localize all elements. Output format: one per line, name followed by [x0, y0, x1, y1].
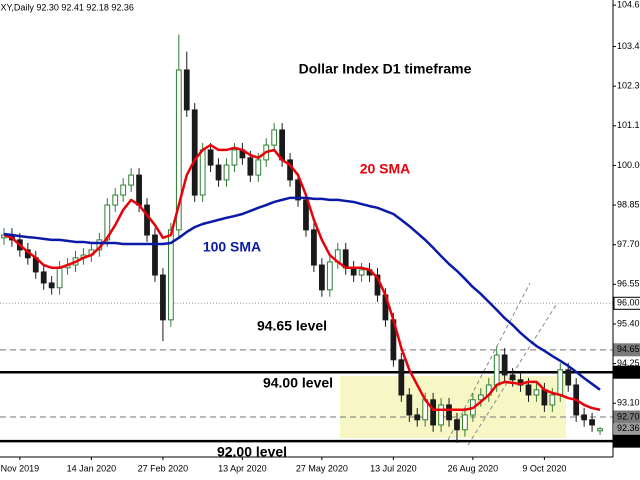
y-tick-label: 97.70 — [617, 239, 640, 249]
candle-body — [303, 199, 309, 231]
candle-body — [462, 414, 468, 431]
candle-body — [311, 229, 317, 266]
candle-body — [152, 234, 158, 276]
candle-body — [493, 354, 500, 386]
y-tick-label: 94.25 — [617, 358, 640, 368]
candle-body — [271, 129, 278, 146]
sma20-label: 20 SMA — [360, 161, 411, 177]
candle-body — [199, 149, 206, 196]
sma100-label: 100 SMA — [203, 239, 261, 255]
candle-body — [541, 389, 548, 406]
x-tick-label: 13 Apr 2020 — [218, 463, 267, 473]
candle-body — [597, 428, 603, 432]
y-tick-label: 96.55 — [617, 279, 640, 289]
y-tick-label: 98.85 — [617, 199, 640, 209]
x-tick-label: 27 Feb 2020 — [138, 463, 189, 473]
candle-body — [589, 419, 595, 426]
annotation: 94.00 level — [263, 375, 333, 391]
candle-body — [175, 69, 182, 231]
sma-lines — [3, 143, 601, 412]
candle-body — [406, 394, 413, 416]
candle-body — [358, 269, 365, 276]
candle-body — [509, 374, 516, 381]
x-tick-label: 14 Jan 2020 — [67, 463, 117, 473]
last-price-box — [614, 422, 640, 435]
candle-body — [255, 159, 262, 176]
chart-title: Dollar Index D1 timeframe — [299, 61, 472, 77]
candle-body — [104, 204, 111, 241]
y-tick-label: 102.30 — [617, 81, 640, 91]
candle-body — [318, 264, 325, 291]
annotation: 94.65 level — [257, 318, 327, 334]
candle-body — [477, 394, 484, 401]
candle-body — [565, 369, 572, 386]
candle-body — [160, 274, 166, 321]
candle-body — [398, 359, 405, 396]
level-label: 96.00 — [617, 298, 640, 308]
candle-body — [279, 129, 286, 161]
y-tick-label: 95.40 — [617, 318, 640, 328]
candle-body — [48, 282, 55, 289]
candle-body — [183, 69, 190, 111]
candle-body — [430, 399, 437, 426]
y-tick-label: 104.65 — [617, 0, 640, 10]
candle-body — [40, 271, 47, 284]
candle-body — [414, 414, 421, 421]
x-tick-label: 26 Aug 2020 — [448, 463, 499, 473]
x-tick-label: 27 May 2020 — [296, 463, 348, 473]
level-label-box — [613, 365, 640, 379]
highlight-zone — [340, 376, 566, 438]
candle-body — [191, 109, 198, 196]
level-label-box — [613, 343, 640, 357]
candle-body — [446, 404, 452, 421]
header: DXY,Daily 92.30 92.41 92.18 92.36 — [0, 2, 134, 12]
candle-body — [144, 204, 150, 236]
candle-body — [136, 174, 142, 206]
x-tick-label: 9 Oct 2020 — [522, 463, 566, 473]
candle-body — [247, 157, 254, 176]
candle-body — [533, 389, 540, 396]
candle-body — [326, 261, 333, 291]
level-label-box — [613, 296, 640, 310]
y-tick-label: 93.10 — [617, 398, 640, 408]
candle-body — [231, 149, 238, 166]
y-tick-label: 103.45 — [617, 41, 640, 51]
candle-body — [581, 414, 588, 421]
candle-body — [112, 194, 119, 206]
level-label: 94.00 — [617, 367, 640, 377]
candle-body — [223, 164, 230, 181]
last-price-label: 92.36 — [617, 423, 640, 433]
candle-body — [207, 149, 214, 166]
annotation: 92.00 level — [217, 444, 287, 460]
sma-line — [3, 196, 601, 391]
candle-body — [167, 229, 174, 321]
x-tick-label: 13 Jul 2020 — [370, 463, 417, 473]
candle-body — [438, 404, 444, 426]
level-label: 94.65 — [617, 344, 640, 354]
y-tick-label: 100.00 — [617, 160, 640, 170]
candle-body — [56, 267, 63, 289]
level-label: 92.70 — [617, 411, 640, 421]
candle-body — [295, 179, 301, 201]
levels — [0, 302, 613, 443]
x-tick-label: Nov 2019 — [1, 463, 40, 473]
candle-body — [525, 384, 532, 396]
candle-body — [557, 369, 564, 396]
candle-body — [454, 419, 460, 431]
candle-body — [549, 394, 556, 406]
candle-body — [215, 164, 222, 181]
candle-body — [120, 184, 127, 196]
level-label: 92.00 — [617, 436, 640, 446]
candles — [1, 34, 603, 443]
y-tick-label: 101.15 — [617, 120, 640, 130]
candle-body — [128, 174, 135, 186]
level-label-box — [613, 434, 640, 448]
candle-body — [501, 354, 508, 376]
channel-line — [447, 282, 531, 441]
